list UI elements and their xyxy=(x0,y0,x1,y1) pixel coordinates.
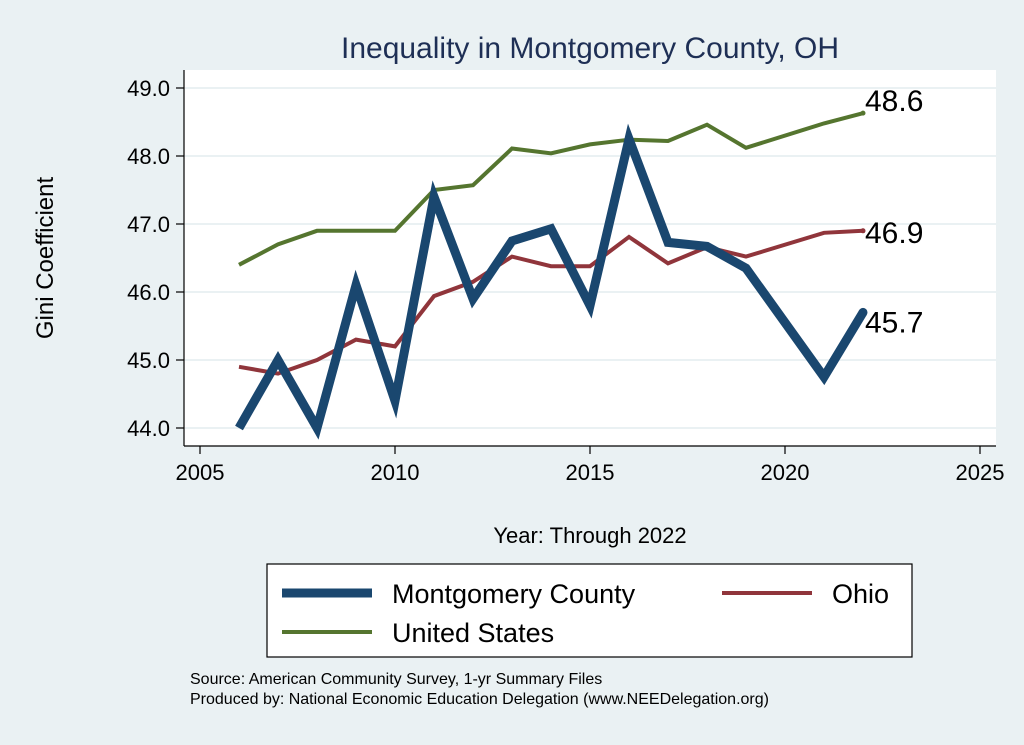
x-tick-label: 2025 xyxy=(956,460,1005,485)
y-tick-label: 44.0 xyxy=(127,416,170,441)
legend: Montgomery County Ohio United States xyxy=(282,579,889,648)
end-point-ohio xyxy=(860,228,866,234)
legend-label-united-states: United States xyxy=(392,618,554,648)
end-labels: 48.6 46.9 45.7 xyxy=(865,85,923,339)
y-tick-label: 49.0 xyxy=(127,76,170,101)
end-label-ohio: 46.9 xyxy=(865,217,923,250)
end-point-montgomery-county xyxy=(858,307,868,317)
y-tick-label: 46.0 xyxy=(127,280,170,305)
axes: 44.0 45.0 46.0 47.0 48.0 49.0 2005 2010 2015 2020… xyxy=(127,70,1004,485)
end-label-montgomery-county: 45.7 xyxy=(865,306,923,339)
y-axis-label: Gini Coefficient xyxy=(32,177,59,340)
legend-label-ohio: Ohio xyxy=(832,579,889,609)
x-tick-label: 2015 xyxy=(566,460,615,485)
y-tick-label: 47.0 xyxy=(127,212,170,237)
x-axis-label: Year: Through 2022 xyxy=(493,523,686,548)
series-layer xyxy=(235,110,868,440)
end-label-united-states: 48.6 xyxy=(865,85,923,118)
chart-title: Inequality in Montgomery County, OH xyxy=(341,32,839,65)
legend-box xyxy=(266,563,913,658)
source-note: Source: American Community Survey, 1-yr … xyxy=(190,671,603,688)
x-tick-label: 2020 xyxy=(761,460,810,485)
y-tick-label: 48.0 xyxy=(127,144,170,169)
y-tick-label: 45.0 xyxy=(127,348,170,373)
legend-label-montgomery-county: Montgomery County xyxy=(392,579,636,609)
x-tick-label: 2005 xyxy=(176,460,225,485)
end-point-united-states xyxy=(860,110,866,116)
series-line-united-states xyxy=(238,111,864,267)
x-tick-label: 2010 xyxy=(371,460,420,485)
producer-note: Produced by: National Economic Education… xyxy=(190,691,769,708)
plot-area xyxy=(184,70,996,446)
series-line-montgomery-county xyxy=(235,123,867,440)
